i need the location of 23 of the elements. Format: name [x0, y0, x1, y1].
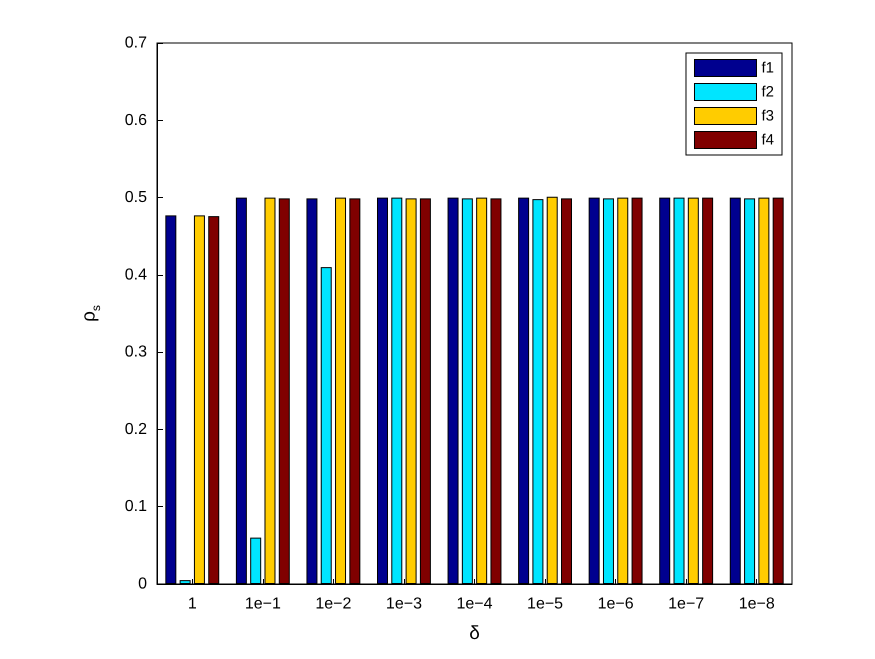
y-tick-label: 0	[138, 576, 148, 592]
y-tick-label: 0.6	[124, 112, 148, 129]
x-tick-label: 1e−5	[527, 596, 564, 612]
legend-label: f4	[761, 132, 774, 148]
x-tick-label: 1	[188, 596, 197, 612]
x-tick-label: 1e−8	[738, 596, 775, 612]
y-tick-label: 0.4	[124, 266, 148, 284]
y-tick-label: 0.1	[124, 498, 148, 516]
x-tick-label: 1e−4	[456, 596, 493, 612]
y-tick-label: 0.3	[124, 344, 148, 361]
y-tick-label: 0.2	[124, 420, 148, 438]
y-axis-title: ρs	[78, 305, 103, 322]
legend-label: f2	[761, 84, 774, 100]
x-tick-label: 1e−1	[244, 596, 281, 612]
x-tick-label: 1e−7	[668, 596, 704, 612]
legend-label: f1	[761, 60, 774, 76]
x-axis-title: δ	[469, 623, 480, 644]
y-tick-label: 0.7	[124, 34, 148, 52]
legend-label: f3	[761, 108, 774, 124]
x-tick-label: 1e−3	[386, 596, 422, 612]
x-tick-label: 1e−2	[315, 596, 352, 612]
y-tick-label: 0.5	[124, 189, 148, 206]
x-tick-label: 1e−6	[598, 596, 634, 612]
